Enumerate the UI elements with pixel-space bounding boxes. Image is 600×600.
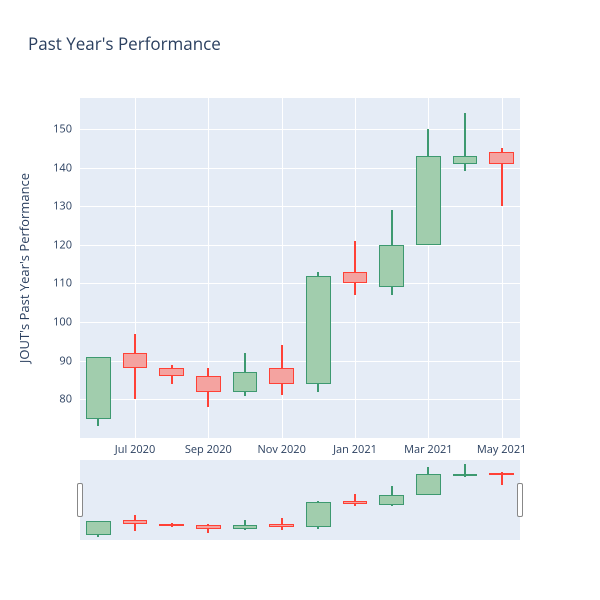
y-tick-label: 110 [42, 276, 72, 291]
range-handle-right[interactable] [517, 483, 523, 517]
candle-body [86, 357, 111, 419]
candle-body [453, 474, 478, 476]
candle[interactable] [233, 460, 258, 540]
candle[interactable] [86, 98, 111, 438]
chart-container: Past Year's Performance JOUT's Past Year… [0, 0, 600, 600]
candle[interactable] [233, 98, 258, 438]
candle-body [269, 524, 294, 528]
candle-body [306, 276, 331, 384]
x-tick-label: Jul 2020 [115, 442, 156, 457]
candle-body [123, 353, 148, 368]
y-tick-label: 120 [42, 237, 72, 252]
candle-body [196, 525, 221, 529]
x-tick-label: Nov 2020 [257, 442, 305, 457]
candle[interactable] [306, 460, 331, 540]
y-tick-label: 130 [42, 199, 72, 214]
candle-body [343, 272, 368, 284]
candle[interactable] [343, 98, 368, 438]
candle-body [379, 495, 404, 505]
chart-title: Past Year's Performance [28, 32, 221, 55]
candle[interactable] [343, 460, 368, 540]
candle[interactable] [379, 460, 404, 540]
candle-body [343, 501, 368, 504]
candle-body [233, 525, 258, 530]
candle[interactable] [159, 460, 184, 540]
range-slider-plot[interactable] [80, 460, 520, 540]
y-tick-label: 90 [42, 353, 72, 368]
candle[interactable] [269, 460, 294, 540]
candle-body [416, 156, 441, 245]
candle-body [416, 474, 441, 495]
candle[interactable] [453, 460, 478, 540]
candle-body [489, 473, 514, 476]
candle-body [159, 524, 184, 526]
candle[interactable] [453, 98, 478, 438]
candle[interactable] [489, 460, 514, 540]
candle-body [379, 245, 404, 288]
candle-body [233, 372, 258, 391]
candle[interactable] [416, 98, 441, 438]
candle-body [159, 368, 184, 376]
candle[interactable] [196, 98, 221, 438]
x-tick-label: Mar 2021 [404, 442, 453, 457]
candle-body [306, 502, 331, 527]
candle-body [196, 376, 221, 391]
x-tick-label: Sep 2020 [185, 442, 232, 457]
candle-body [489, 152, 514, 164]
candle[interactable] [306, 98, 331, 438]
candle[interactable] [379, 98, 404, 438]
candle-wick [354, 241, 356, 295]
candle[interactable] [269, 98, 294, 438]
candle[interactable] [159, 98, 184, 438]
candle-body [86, 521, 111, 536]
candle[interactable] [123, 98, 148, 438]
y-tick-label: 150 [42, 121, 72, 136]
candle-body [123, 520, 148, 524]
candle-body [269, 368, 294, 383]
candle[interactable] [489, 98, 514, 438]
candle[interactable] [86, 460, 111, 540]
y-axis-label: JOUT's Past Year's Performance [15, 173, 33, 363]
x-tick-label: Jan 2021 [333, 442, 377, 457]
x-tick-label: May 2021 [477, 442, 527, 457]
y-tick-label: 140 [42, 160, 72, 175]
range-handle-left[interactable] [77, 483, 83, 517]
y-tick-label: 100 [42, 315, 72, 330]
candle[interactable] [416, 460, 441, 540]
main-candlestick-plot[interactable]: 8090100110120130140150Jul 2020Sep 2020No… [80, 98, 520, 438]
candle-body [453, 156, 478, 164]
candle[interactable] [196, 460, 221, 540]
y-tick-label: 80 [42, 392, 72, 407]
candle[interactable] [123, 460, 148, 540]
